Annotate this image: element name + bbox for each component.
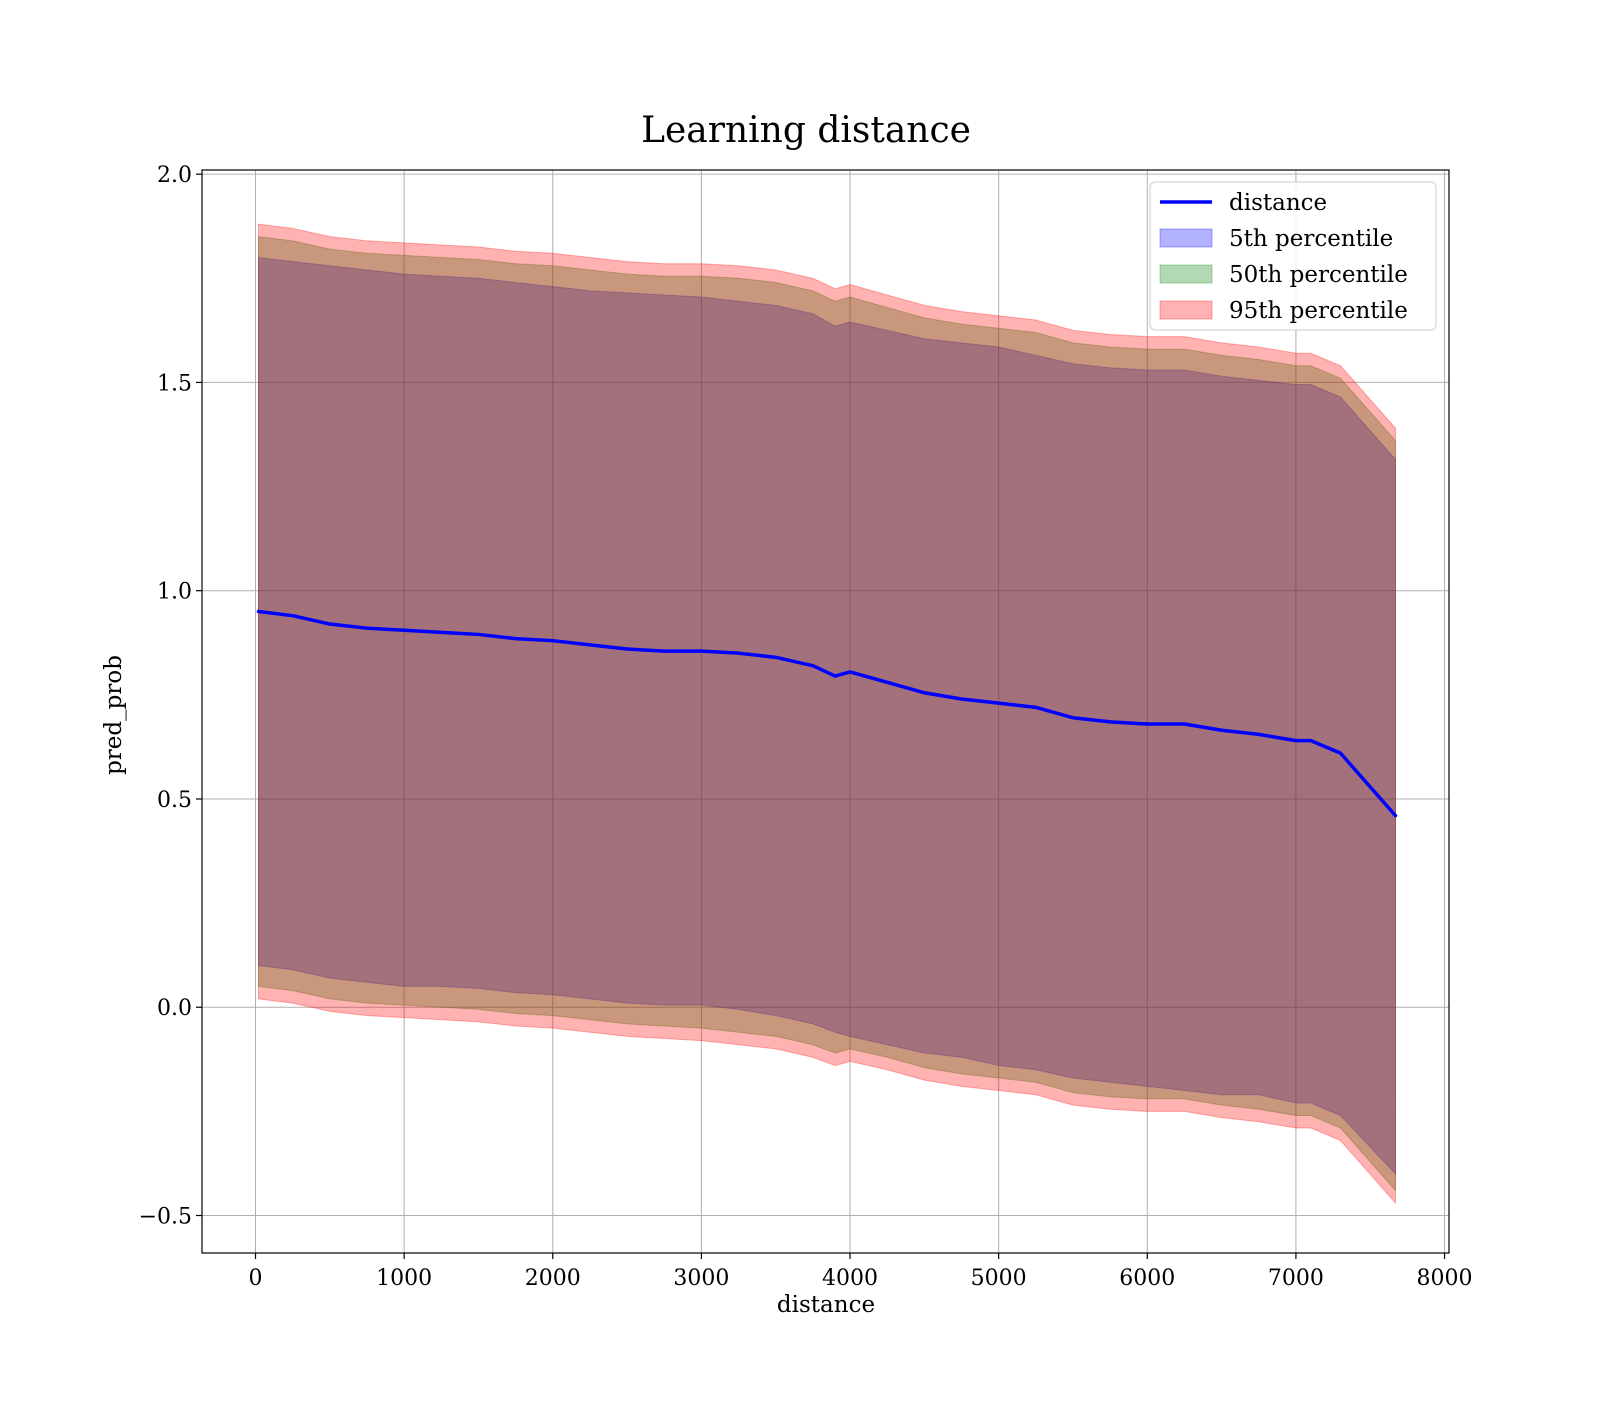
legend-swatch-95th-percentile [1159, 300, 1213, 320]
legend: distance 5th percentile 50th percentile 95t… [1149, 181, 1437, 331]
band-5th-percentile [257, 256, 1396, 1176]
legend-swatch-5th-percentile [1159, 228, 1213, 248]
legend-box [1149, 181, 1437, 331]
legend-label-95th-percentile: 95th percentile [1229, 298, 1408, 324]
x-axis-label: distance [777, 1292, 875, 1318]
axis-ticks: 0 1000 2000 3000 4000 5000 6000 7000 8000 −0.5 0.0… [139, 163, 1473, 1291]
x-tick-label: 1000 [376, 1266, 432, 1291]
x-tick-label: 5000 [971, 1266, 1027, 1291]
legend-label-50th-percentile: 50th percentile [1229, 262, 1408, 288]
chart-title: Learning distance [641, 110, 971, 151]
legend-swatch-50th-percentile [1159, 264, 1213, 284]
x-tick-label: 6000 [1119, 1266, 1175, 1291]
x-tick-label: 8000 [1417, 1266, 1473, 1291]
percentile-bands [257, 223, 1396, 1205]
plot-frame [201, 169, 1450, 1254]
legend-label-5th-percentile: 5th percentile [1229, 226, 1393, 252]
y-tick-label: 1.5 [157, 371, 192, 396]
x-tick-label: 7000 [1268, 1266, 1324, 1291]
distance-line [256, 609, 1398, 818]
band-95th-percentile [257, 223, 1396, 1205]
y-tick-label: −0.5 [139, 1205, 192, 1230]
y-tick-label: 0.0 [157, 996, 192, 1021]
legend-label-distance: distance [1229, 190, 1327, 216]
distance-line-layer [256, 609, 1398, 818]
x-tick-label: 2000 [525, 1266, 581, 1291]
band-50th-percentile [257, 236, 1396, 1192]
y-tick-label: 0.5 [157, 788, 192, 813]
y-tick-label: 2.0 [157, 163, 192, 188]
y-axis-label: pred_prob [101, 655, 127, 775]
x-tick-label: 0 [249, 1266, 263, 1291]
x-tick-label: 4000 [822, 1266, 878, 1291]
x-tick-label: 3000 [673, 1266, 729, 1291]
grid [202, 170, 1449, 1253]
y-tick-label: 1.0 [157, 580, 192, 605]
